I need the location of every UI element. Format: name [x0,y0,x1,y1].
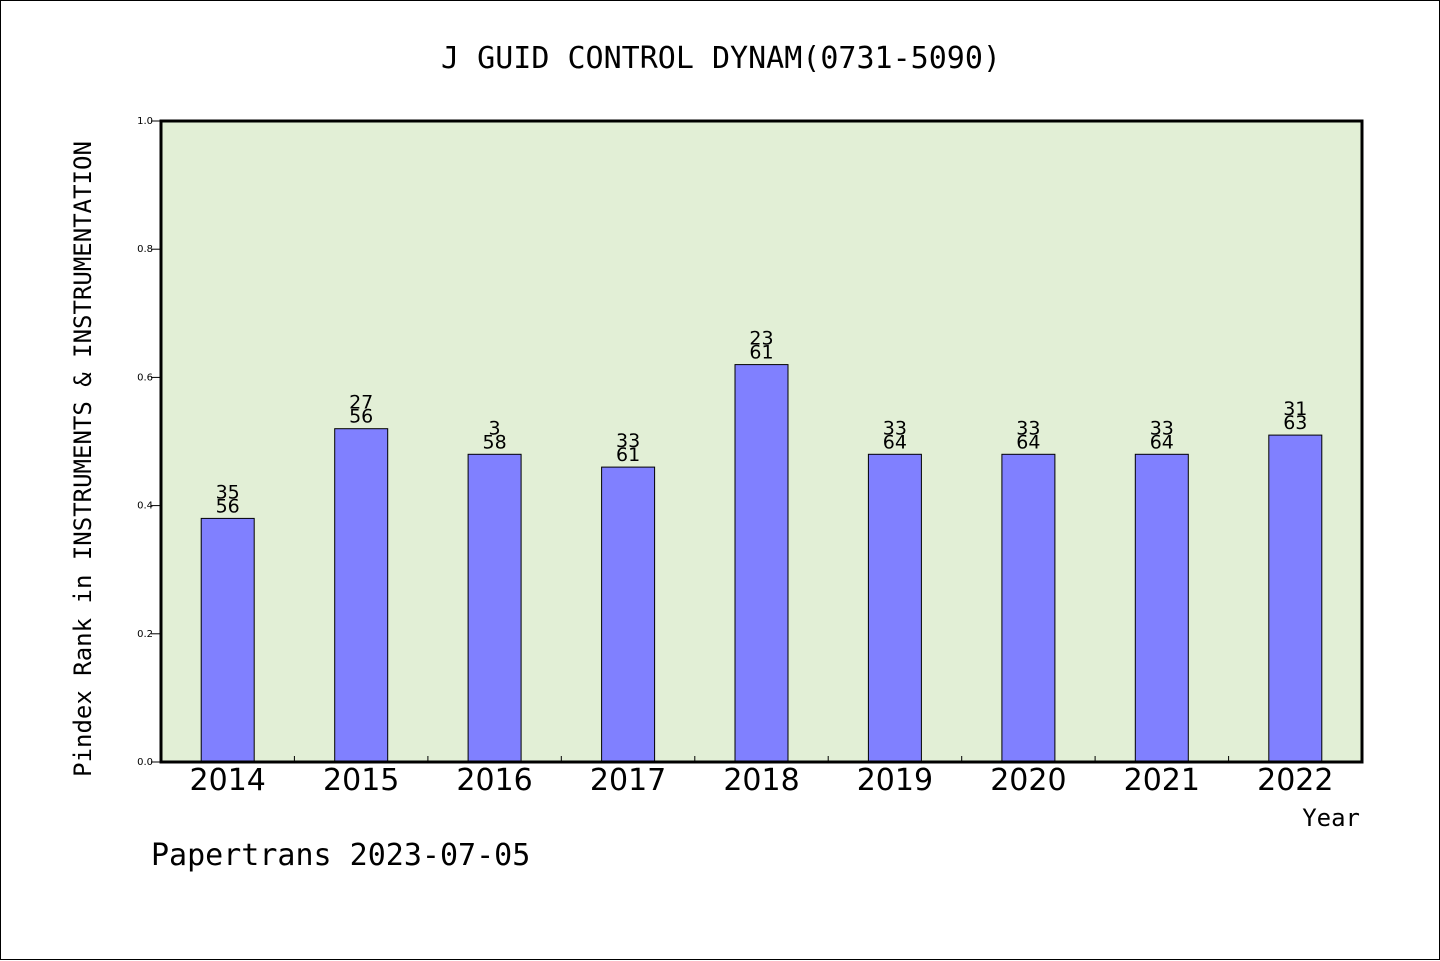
bar-2022 [1268,434,1323,763]
bar-2014 [200,517,255,763]
bar-rank-label: 33 [1016,417,1040,439]
x-tick-label: 2022 [1257,763,1333,798]
y-tick-label: 0.2 [137,629,153,640]
bar-2016 [467,453,522,763]
bar-rank-label: 35 [216,481,240,503]
x-tick-label: 2021 [1124,763,1200,798]
bar-total-label: 64 [1150,431,1174,453]
x-tick-label: 2014 [190,763,266,798]
x-tick-label: 2015 [323,763,399,798]
x-tick-label: 2018 [723,763,799,798]
plot-border [159,119,1364,764]
bar-total-label: 61 [749,342,773,364]
bar-total-label: 56 [349,406,373,428]
bar-rank-label: 31 [1283,398,1307,420]
bar-2021 [1134,453,1189,763]
x-tick-label: 2019 [857,763,933,798]
bar-2017 [601,466,656,763]
footer-credit: Papertrans 2023-07-05 [151,838,530,873]
y-tick-label: 0.6 [137,372,153,383]
bar-2015 [334,428,389,763]
bar-rank-label: 23 [749,328,773,350]
bar-total-label: 64 [883,431,907,453]
bar-total-label: 64 [1016,431,1040,453]
bar-rank-label: 3 [489,417,501,439]
y-tick-label: 1.0 [137,116,153,127]
y-tick-label: 0.4 [137,501,153,512]
bar-rank-label: 33 [883,417,907,439]
bar-total-label: 56 [216,495,240,517]
bars-layer [200,364,1323,763]
x-tick-label: 2020 [990,763,1066,798]
bar-rank-label: 33 [616,430,640,452]
bar-total-label: 63 [1283,412,1307,434]
x-tick-label: 2016 [456,763,532,798]
y-axis-ticks: 0.0 0.2 0.4 0.6 0.8 1.0 [137,116,161,768]
bar-total-label: 58 [483,431,507,453]
bar-2019 [867,453,922,763]
x-tick-label: 2017 [590,763,666,798]
bar-rank-label: 33 [1150,417,1174,439]
bar-total-label: 61 [616,444,640,466]
y-tick-label: 0.0 [137,757,153,768]
chart-title: J GUID CONTROL DYNAM(0731-5090) [441,41,1001,76]
y-tick-label: 0.8 [137,244,153,255]
bar-2020 [1001,453,1056,763]
bar-2018 [734,364,789,763]
y-axis-label: Pindex Rank in INSTRUMENTS & INSTRUMENTA… [69,141,97,777]
x-axis-ticks: 2014 2015 2016 2017 2018 2019 2020 2021 2022 [190,756,1333,798]
x-axis-label: Year [1302,804,1360,832]
bar-rank-label: 27 [349,392,373,414]
